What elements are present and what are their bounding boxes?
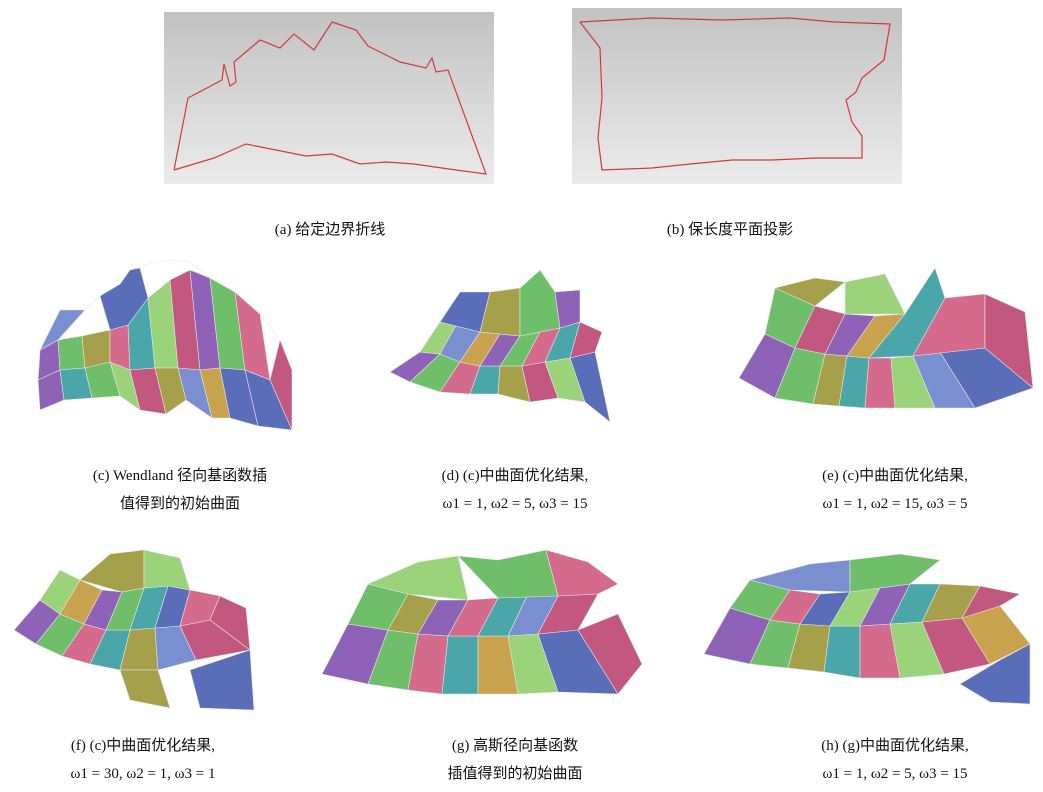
caption-c-line-1: (c) Wendland 径向基函数插 xyxy=(92,468,268,484)
caption-a-line-1: (a) 给定边界折线 xyxy=(274,222,386,238)
panel-h-optimized-surface xyxy=(700,544,1035,709)
projected-polyline xyxy=(579,17,891,171)
panel-b-planar-projection xyxy=(572,8,902,184)
caption-d: (d) (c)中曲面优化结果, ω1 = 1, ω2 = 5, ω3 = 15 xyxy=(400,462,630,518)
panel-g-gaussian-initial-surface xyxy=(318,544,648,719)
caption-g-line-1: (g) 高斯径向基函数 xyxy=(451,738,579,754)
planar-projection-figure xyxy=(572,8,902,184)
caption-e-line-1: (e) (c)中曲面优化结果, xyxy=(822,468,968,484)
panel-c-wendland-initial-surface xyxy=(30,250,300,440)
caption-f: (f) (c)中曲面优化结果, ω1 = 30, ω2 = 1, ω3 = 1 xyxy=(18,732,268,788)
caption-b: (b) 保长度平面投影 xyxy=(620,216,840,244)
surface-c xyxy=(37,259,293,431)
surface-e xyxy=(738,267,1034,409)
panel-a-boundary-polyline xyxy=(164,12,494,184)
caption-g-line-2: 插值得到的初始曲面 xyxy=(447,766,583,782)
caption-f-line-2: ω1 = 30, ω2 = 1, ω3 = 1 xyxy=(70,766,216,782)
surface-h xyxy=(703,553,1031,705)
caption-c-line-2: 值得到的初始曲面 xyxy=(119,496,240,512)
caption-f-line-1: (f) (c)中曲面优化结果, xyxy=(70,738,216,754)
panel-f-optimized-surface xyxy=(10,540,270,715)
caption-h-line-1: (h) (g)中曲面优化结果, xyxy=(821,738,969,754)
caption-d-line-2: ω1 = 1, ω2 = 5, ω3 = 15 xyxy=(442,496,588,512)
caption-e-line-2: ω1 = 1, ω2 = 15, ω3 = 5 xyxy=(822,496,968,512)
boundary-polyline xyxy=(173,21,487,175)
caption-b-line-1: (b) 保长度平面投影 xyxy=(666,222,794,238)
caption-a: (a) 给定边界折线 xyxy=(230,216,430,244)
caption-d-line-1: (d) (c)中曲面优化结果, xyxy=(441,468,589,484)
caption-e: (e) (c)中曲面优化结果, ω1 = 1, ω2 = 15, ω3 = 5 xyxy=(780,462,1010,518)
surface-g xyxy=(321,549,643,695)
surface-d xyxy=(389,269,611,423)
caption-h-line-2: ω1 = 1, ω2 = 5, ω3 = 15 xyxy=(822,766,968,782)
surface-f xyxy=(13,549,255,711)
panel-d-optimized-surface xyxy=(380,262,630,432)
caption-g: (g) 高斯径向基函数 插值得到的初始曲面 xyxy=(400,732,630,788)
panel-e-optimized-surface xyxy=(735,258,1035,418)
caption-h: (h) (g)中曲面优化结果, ω1 = 1, ω2 = 5, ω3 = 15 xyxy=(770,732,1020,788)
caption-c: (c) Wendland 径向基函数插 值得到的初始曲面 xyxy=(50,462,310,518)
boundary-polyline-figure xyxy=(164,12,494,184)
